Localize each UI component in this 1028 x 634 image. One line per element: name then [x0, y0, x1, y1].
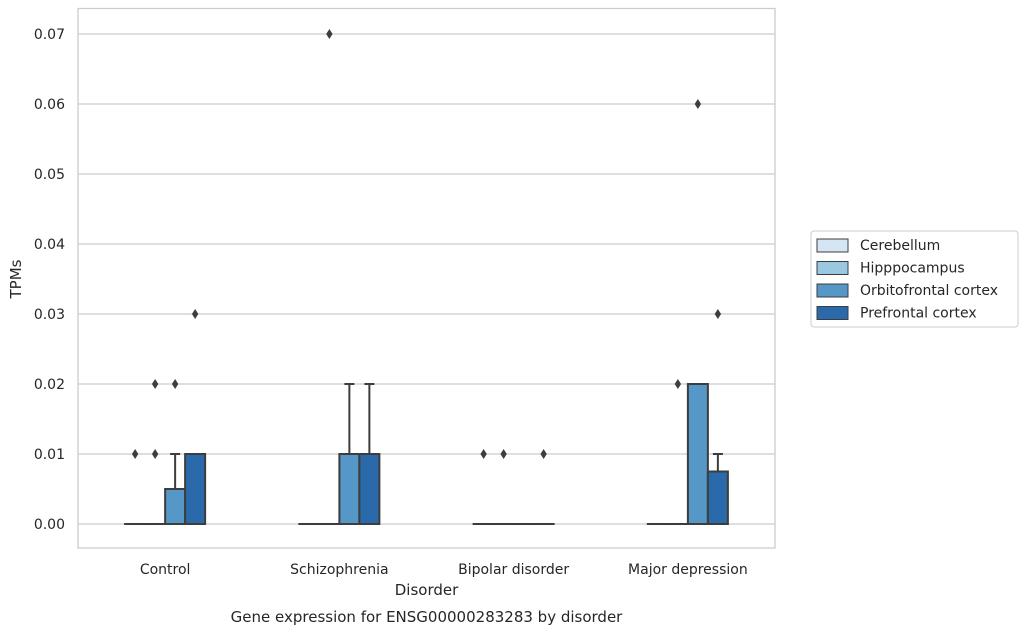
x-tick-label: Schizophrenia	[290, 562, 388, 578]
y-tick-label: 0.07	[34, 27, 65, 43]
x-tick-label: Major depression	[628, 562, 748, 578]
y-tick-label: 0.06	[34, 97, 65, 113]
y-tick-label: 0.03	[34, 307, 65, 323]
y-axis-label: TPMs	[7, 259, 25, 299]
box-prefrontal-cortex	[358, 383, 381, 525]
x-tick-label: Control	[140, 562, 191, 578]
box-hipppocampus	[666, 379, 689, 526]
box-cerebellum	[472, 449, 495, 526]
y-axis-ticks: 0.00 0.01 0.02 0.03 0.04 0.05 0.06 0.07	[34, 27, 65, 533]
outlier-point	[714, 309, 722, 319]
legend-frame	[810, 230, 1019, 328]
box-rect	[686, 383, 709, 525]
legend-label: Orbitofrontal cortex	[860, 283, 998, 299]
outlier-point	[540, 449, 547, 459]
legend-swatch	[816, 283, 849, 298]
box-rect	[706, 470, 729, 525]
box-rect	[184, 453, 207, 525]
box-prefrontal-cortex	[184, 309, 207, 525]
outlier-point	[694, 99, 702, 109]
outlier-point	[480, 449, 487, 459]
box-hipppocampus	[492, 449, 515, 526]
outlier-point	[131, 449, 139, 459]
y-tick-label: 0.04	[34, 237, 65, 253]
box-orbitofrontal-cortex	[338, 383, 361, 525]
box-rect	[164, 488, 187, 525]
box-hipppocampus	[318, 29, 341, 526]
x-tick-label: Bipolar disorder	[458, 562, 569, 578]
y-tick-label: 0.05	[34, 167, 65, 183]
box-prefrontal-cortex	[532, 449, 555, 526]
legend-swatch	[816, 306, 849, 320]
legend-label: Cerebellum	[860, 238, 940, 254]
outlier-point	[171, 379, 179, 389]
plot-frame	[77, 7, 776, 549]
box-hipppocampus	[144, 379, 167, 526]
box-series	[124, 29, 729, 526]
box-cerebellum	[124, 449, 147, 526]
chart-title: Gene expression for ENSG00000283283 by d…	[231, 608, 624, 626]
legend-label: Prefrontal cortex	[860, 306, 977, 322]
box-orbitofrontal-cortex	[164, 379, 187, 525]
legend-swatch	[816, 261, 849, 275]
outlier-point	[500, 449, 507, 459]
legend: Cerebellum Hipppocampus Orbitofrontal cort…	[810, 230, 1019, 328]
outlier-point	[326, 29, 333, 39]
outlier-point	[151, 449, 159, 459]
box-prefrontal-cortex	[706, 309, 729, 525]
y-tick-label: 0.01	[34, 447, 65, 463]
legend-label: Hipppocampus	[860, 261, 965, 277]
box-rect	[358, 453, 381, 525]
box-rect	[338, 453, 361, 525]
x-axis-ticks: Control Schizophrenia Bipolar disorder Majo…	[140, 562, 748, 578]
legend-swatch	[816, 238, 849, 253]
y-tick-label: 0.02	[34, 377, 65, 393]
outlier-point	[674, 379, 682, 389]
grid-lines	[78, 33, 775, 525]
x-axis-label: Disorder	[395, 581, 459, 599]
box-orbitofrontal-cortex	[686, 99, 709, 525]
outlier-point	[151, 379, 159, 389]
outlier-point	[191, 309, 199, 319]
y-tick-label: 0.00	[34, 517, 65, 533]
